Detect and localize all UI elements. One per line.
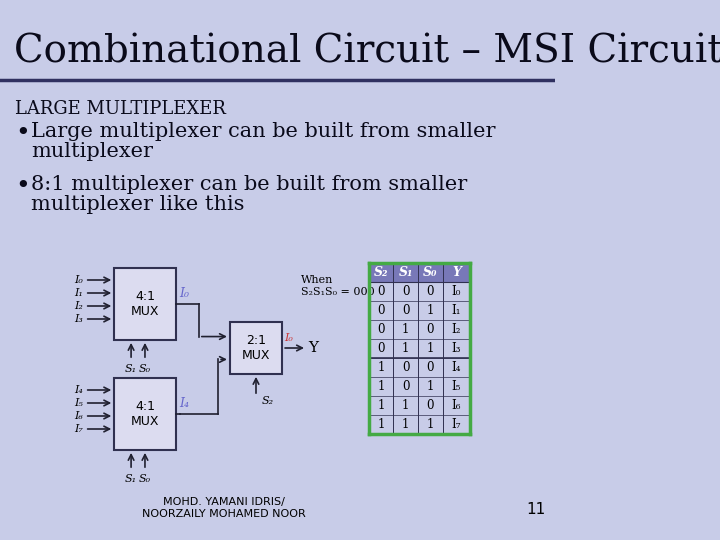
Text: 0: 0: [426, 323, 434, 336]
Text: multiplexer: multiplexer: [31, 142, 153, 161]
Bar: [230, 322, 282, 374]
Text: 0: 0: [402, 361, 410, 374]
Text: I₇: I₇: [451, 418, 462, 431]
Text: I₀: I₀: [451, 285, 462, 298]
Text: MOHD. YAMANI IDRIS/
NOORZAILY MOHAMED NOOR: MOHD. YAMANI IDRIS/ NOORZAILY MOHAMED NO…: [142, 497, 305, 519]
Text: I₅: I₅: [451, 380, 462, 393]
Text: I₇: I₇: [74, 424, 84, 434]
Text: I₂: I₂: [451, 323, 462, 336]
Text: S₁: S₁: [125, 474, 137, 484]
Text: 0: 0: [426, 399, 434, 412]
Text: 1: 1: [402, 418, 409, 431]
Text: I₄: I₄: [451, 361, 462, 374]
Bar: [369, 339, 470, 358]
Bar: [369, 301, 470, 320]
Text: 1: 1: [377, 380, 384, 393]
Text: 0: 0: [377, 285, 384, 298]
Text: 0: 0: [402, 285, 410, 298]
Text: I₁: I₁: [74, 288, 84, 298]
Text: I₀: I₀: [74, 275, 84, 285]
Text: I₄: I₄: [74, 385, 84, 395]
Text: 8:1 multiplexer can be built from smaller: 8:1 multiplexer can be built from smalle…: [31, 175, 467, 194]
Text: S₁: S₁: [398, 266, 413, 279]
Text: 1: 1: [426, 418, 434, 431]
Text: 0: 0: [377, 323, 384, 336]
Bar: [369, 358, 470, 377]
Text: S₀: S₀: [139, 364, 151, 374]
Text: 2:1
MUX: 2:1 MUX: [242, 334, 270, 362]
Text: 0: 0: [402, 304, 410, 317]
Text: 1: 1: [402, 399, 409, 412]
Text: I₆: I₆: [74, 411, 84, 421]
Text: 0: 0: [426, 285, 434, 298]
Text: LARGE MULTIPLEXER: LARGE MULTIPLEXER: [15, 100, 226, 118]
Text: 1: 1: [377, 418, 384, 431]
Text: I₂: I₂: [74, 301, 84, 311]
Text: 4:1
MUX: 4:1 MUX: [131, 400, 159, 428]
Text: S₀: S₀: [423, 266, 438, 279]
Bar: [369, 263, 470, 282]
Text: 0: 0: [426, 361, 434, 374]
Text: When
S₂S₁S₀ = 000: When S₂S₁S₀ = 000: [301, 275, 374, 296]
Text: 1: 1: [377, 399, 384, 412]
Text: 4:1
MUX: 4:1 MUX: [131, 290, 159, 318]
Text: I₁: I₁: [451, 304, 462, 317]
Text: 1: 1: [377, 361, 384, 374]
Text: I₆: I₆: [451, 399, 462, 412]
Text: 11: 11: [526, 503, 546, 517]
Text: S₂: S₂: [262, 396, 274, 406]
Bar: [369, 320, 470, 339]
Bar: [114, 378, 176, 450]
Text: S₀: S₀: [139, 474, 151, 484]
Text: I₀: I₀: [179, 287, 189, 300]
Text: 1: 1: [426, 380, 434, 393]
Text: 0: 0: [402, 380, 410, 393]
Text: 1: 1: [402, 323, 409, 336]
Text: I₀: I₀: [284, 333, 292, 343]
Text: Y: Y: [452, 266, 461, 279]
Text: 1: 1: [426, 342, 434, 355]
Text: 0: 0: [377, 304, 384, 317]
Text: S₂: S₂: [374, 266, 388, 279]
Text: I₃: I₃: [74, 314, 84, 324]
Text: 0: 0: [377, 342, 384, 355]
Text: I₅: I₅: [74, 398, 84, 408]
Bar: [369, 415, 470, 434]
Bar: [369, 377, 470, 396]
Text: 1: 1: [426, 304, 434, 317]
Text: 1: 1: [402, 342, 409, 355]
Text: I₄: I₄: [179, 397, 189, 410]
Text: S₁: S₁: [125, 364, 137, 374]
Bar: [369, 396, 470, 415]
Text: I₃: I₃: [451, 342, 462, 355]
Text: Large multiplexer can be built from smaller: Large multiplexer can be built from smal…: [31, 122, 495, 141]
Text: •: •: [15, 122, 30, 145]
Text: Y: Y: [308, 341, 318, 355]
Text: multiplexer like this: multiplexer like this: [31, 195, 244, 214]
Text: Combinational Circuit – MSI Circuit: Combinational Circuit – MSI Circuit: [14, 33, 720, 71]
Bar: [114, 268, 176, 340]
Bar: [369, 282, 470, 301]
Text: •: •: [15, 175, 30, 198]
